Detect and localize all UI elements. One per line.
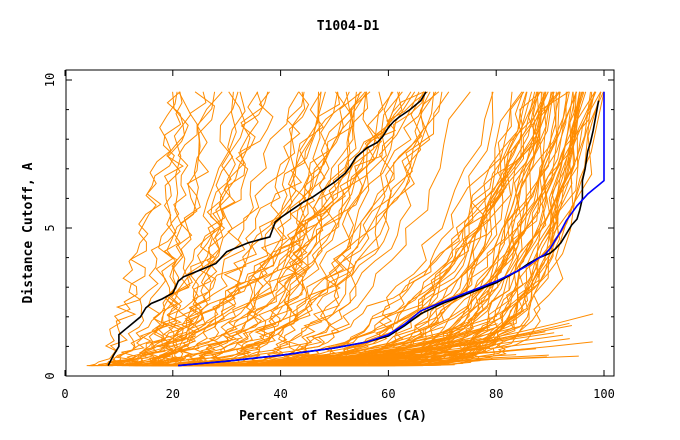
model-line <box>281 91 307 367</box>
chart-title: T1004-D1 <box>317 19 380 34</box>
model-line <box>197 91 368 367</box>
background-model-lines <box>86 91 605 367</box>
model-line <box>134 91 440 366</box>
model-line <box>191 91 369 367</box>
model-line <box>156 91 310 367</box>
x-tick-label: 60 <box>381 387 395 401</box>
model-line <box>151 91 192 367</box>
model-line <box>169 91 239 367</box>
model-line <box>135 91 322 367</box>
x-tick-label: 100 <box>593 387 615 401</box>
model-line <box>215 326 444 367</box>
plot-frame <box>65 69 615 377</box>
model-line <box>106 91 403 367</box>
model-line <box>129 91 216 367</box>
model-line <box>124 91 305 367</box>
model-line <box>90 91 403 367</box>
model-line <box>96 91 274 367</box>
y-tick-label: 0 <box>43 372 57 379</box>
model-line <box>88 91 237 367</box>
model-line <box>116 91 393 367</box>
y-axis-label: Distance Cutoff, A <box>21 162 36 303</box>
x-tick-label: 40 <box>273 387 287 401</box>
x-tick-label: 0 <box>61 387 68 401</box>
model-line <box>166 91 324 367</box>
series-line-0 <box>107 91 427 366</box>
model-line <box>107 91 183 367</box>
x-axis-label: Percent of Residues (CA) <box>239 409 427 424</box>
x-tick-label: 20 <box>166 387 180 401</box>
model-line <box>158 91 420 367</box>
y-tick-label: 10 <box>43 73 57 87</box>
model-line <box>303 91 583 367</box>
series-line-1 <box>178 100 600 367</box>
x-tick-label: 80 <box>489 387 503 401</box>
axis-ticks: 0 20 40 60 80 100 0 5 10 <box>43 70 615 401</box>
model-line <box>265 91 384 367</box>
model-line <box>89 91 178 367</box>
model-line <box>105 91 300 367</box>
model-line <box>100 91 361 367</box>
y-tick-label: 5 <box>43 224 57 231</box>
series-line-2 <box>178 91 605 367</box>
highlight-model-lines <box>107 91 605 367</box>
model-line <box>125 91 362 367</box>
model-line <box>108 91 207 367</box>
model-line <box>346 91 574 367</box>
model-line <box>112 91 426 367</box>
